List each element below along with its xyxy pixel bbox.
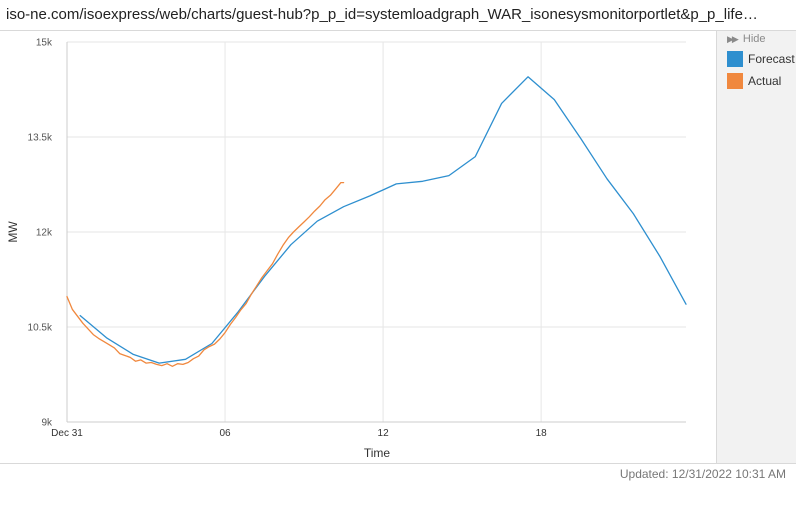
legend-swatch-forecast [727,51,743,67]
url-text[interactable]: iso-ne.com/isoexpress/web/charts/guest-h… [6,6,758,23]
x-tick-label: Dec 31 [51,428,83,439]
system-load-chart: 9k 10.5k 12k 13.5k 15k Dec 31 06 12 18 MW Time [0,31,716,463]
x-tick-label: 12 [378,428,390,439]
legend-hide-label: Hide [742,33,766,45]
x-tick-label: 06 [219,428,231,439]
legend-label-forecast: Forecast [748,52,795,66]
legend-panel: ▶▶ Hide Forecast Actual [716,31,796,463]
chart-svg: 9k 10.5k 12k 13.5k 15k Dec 31 06 12 18 MW Time [6,38,687,460]
updated-timestamp: Updated: 12/31/2022 10:31 AM [619,467,786,481]
series-line-forecast[interactable] [79,76,687,364]
y-axis-title: MW [6,221,20,243]
y-tick-label: 15k [36,38,53,49]
legend-label-actual: Actual [748,74,782,88]
series-line-actual[interactable] [66,181,345,367]
y-tick-label: 13.5k [28,133,53,144]
legend-hide-toggle[interactable]: ▶▶ Hide [727,33,766,45]
y-tick-label: 9k [41,418,53,429]
x-axis-title: Time [364,446,391,460]
axis-layer: 9k 10.5k 12k 13.5k 15k Dec 31 06 12 18 [28,38,686,439]
double-chevron-right-icon: ▶▶ [727,34,739,44]
legend-swatch-actual [727,73,743,89]
x-tick-label: 18 [536,428,548,439]
series-layer [66,76,687,367]
browser-url-bar[interactable]: iso-ne.com/isoexpress/web/charts/guest-h… [0,0,796,31]
y-tick-label: 10.5k [28,323,53,334]
footer-divider [0,463,796,464]
y-tick-label: 12k [36,228,53,239]
